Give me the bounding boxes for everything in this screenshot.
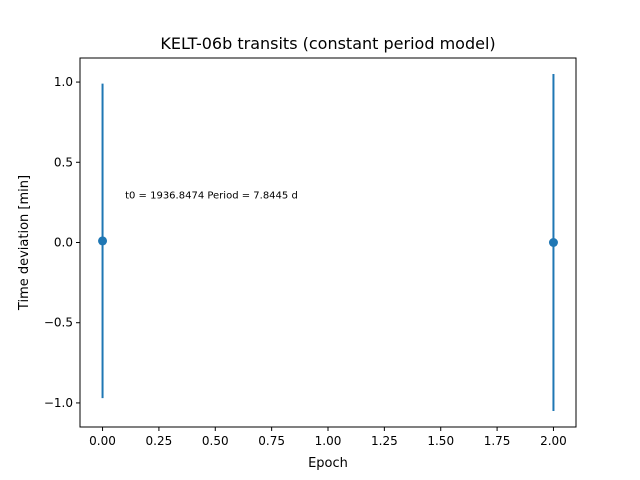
fit-annotation: t0 = 1936.8474 Period = 7.8445 d xyxy=(125,190,298,201)
chart-title: KELT-06b transits (constant period model… xyxy=(160,34,495,53)
y-axis: −1.0 −0.5 0.0 0.5 1.0 xyxy=(44,75,80,410)
x-axis: 0.00 0.25 0.50 0.75 1.00 1.25 1.50 1.75 2.00 xyxy=(89,427,567,448)
x-axis-label: Epoch xyxy=(308,456,348,471)
y-tick-label: 1.0 xyxy=(54,75,73,89)
y-axis-label: Time deviation [min] xyxy=(17,175,32,311)
axes-frame xyxy=(79,57,577,428)
data-point xyxy=(548,238,558,247)
x-tick-label: 1.00 xyxy=(315,434,342,448)
x-tick-label: 1.25 xyxy=(371,434,398,448)
plot-area xyxy=(98,74,558,411)
x-tick-label: 0.75 xyxy=(258,434,285,448)
y-tick-label: 0.0 xyxy=(54,236,73,250)
x-tick-label: 2.00 xyxy=(540,434,567,448)
y-tick-label: −0.5 xyxy=(44,316,73,330)
x-tick-label: 0.00 xyxy=(89,434,116,448)
x-tick-label: 0.50 xyxy=(202,434,229,448)
data-point xyxy=(98,236,108,246)
x-tick-label: 0.25 xyxy=(146,434,173,448)
x-tick-label: 1.50 xyxy=(427,434,454,448)
y-tick-label: −1.0 xyxy=(44,396,73,410)
y-tick-label: 0.5 xyxy=(54,155,73,169)
x-tick-label: 1.75 xyxy=(484,434,511,448)
